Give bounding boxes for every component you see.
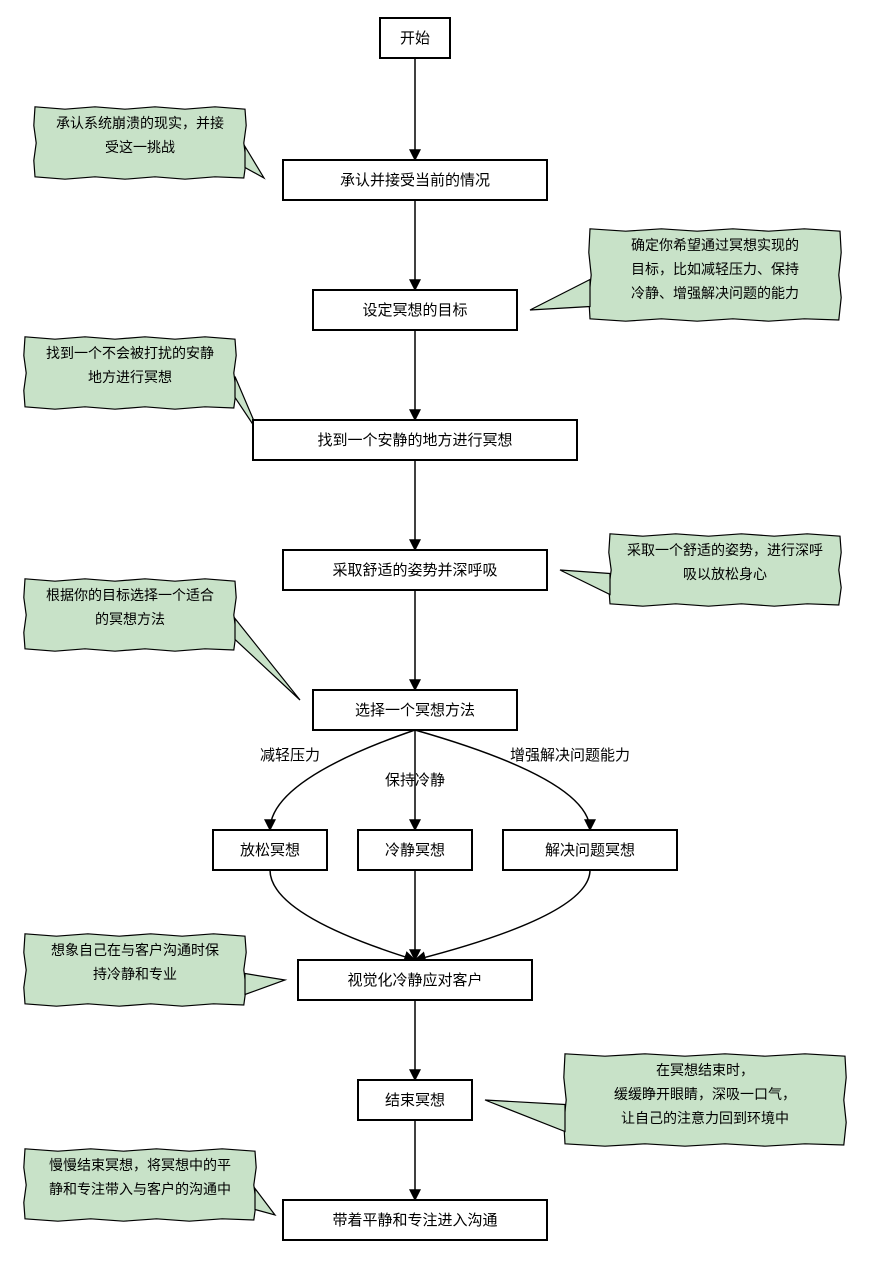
callout-c6: 想象自己在与客户沟通时保持冷静和专业	[24, 934, 285, 1006]
node-label-visual: 视觉化冷静应对客户	[347, 971, 482, 989]
callout-text-c4-1: 吸以放松身心	[683, 566, 767, 582]
edge-label-choose-calm: 保持冷静	[385, 772, 445, 789]
node-solve: 解决问题冥想	[503, 830, 677, 870]
callout-c1: 承认系统崩溃的现实，并接受这一挑战	[34, 107, 264, 179]
callout-text-c3-0: 找到一个不会被打扰的安静	[46, 345, 214, 361]
node-label-accept: 承认并接受当前的情况	[340, 172, 490, 189]
callout-text-c5-1: 的冥想方法	[95, 611, 165, 627]
edge-label-choose-relax: 减轻压力	[260, 747, 320, 764]
callout-text-c6-1: 持冷静和专业	[93, 966, 177, 982]
flowchart: 减轻压力保持冷静 增强解决问题能力 承认系统崩溃的现实，并接受这一挑战确定你希望通过…	[0, 0, 892, 1265]
callout-text-c5-0: 根据你的目标选择一个适合	[46, 587, 214, 603]
edge-label-choose-solve: 增强解决问题能力	[510, 747, 630, 764]
node-enter: 带着平静和专注进入沟通	[283, 1200, 547, 1240]
node-label-relax: 放松冥想	[240, 842, 300, 859]
callout-text-c7-1: 缓缓睁开眼睛，深吸一口气，	[614, 1086, 796, 1102]
callout-c2: 确定你希望通过冥想实现的目标，比如减轻压力、保持冷静、增强解决问题的能力	[530, 229, 841, 321]
callout-text-c6-0: 想象自己在与客户沟通时保	[51, 942, 219, 958]
node-label-start: 开始	[400, 30, 430, 47]
node-posture: 采取舒适的姿势并深呼吸	[283, 550, 547, 590]
edge-relax-visual	[270, 870, 415, 960]
callout-c5: 根据你的目标选择一个适合的冥想方法	[24, 579, 300, 700]
node-accept: 承认并接受当前的情况	[283, 160, 547, 200]
node-relax: 放松冥想	[213, 830, 327, 870]
callout-text-c2-0: 确定你希望通过冥想实现的	[631, 237, 799, 253]
node-label-goal: 设定冥想的目标	[362, 302, 467, 319]
callout-text-c7-2: 让自己的注意力回到环境中	[621, 1110, 789, 1126]
node-choose: 选择一个冥想方法	[313, 690, 517, 730]
node-label-posture: 采取舒适的姿势并深呼吸	[332, 562, 497, 579]
callout-text-c1-1: 受这一挑战	[105, 139, 175, 155]
node-calm: 冷静冥想	[358, 830, 472, 870]
callout-c8: 慢慢结束冥想，将冥想中的平静和专注带入与客户的沟通中	[24, 1149, 275, 1221]
node-label-quiet: 找到一个安静的地方进行冥想	[317, 432, 512, 449]
callout-c7: 在冥想结束时， 缓缓睁开眼睛，深吸一口气， 让自己的注意力回到环境中	[485, 1054, 846, 1146]
node-end: 结束冥想	[358, 1080, 472, 1120]
node-label-calm: 冷静冥想	[385, 842, 445, 859]
node-label-solve: 解决问题冥想	[545, 842, 635, 859]
node-quiet: 找到一个安静的地方进行冥想	[253, 420, 577, 460]
callout-text-c7-0: 在冥想结束时，	[656, 1062, 754, 1078]
callout-text-c2-1: 目标，比如减轻压力、保持	[631, 261, 799, 277]
callout-text-c4-0: 采取一个舒适的姿势，进行深呼	[627, 542, 823, 558]
callout-text-c8-1: 静和专注带入与客户的沟通中	[49, 1181, 231, 1197]
callout-text-c1-0: 承认系统崩溃的现实，并接	[56, 115, 224, 131]
edge-solve-visual	[415, 870, 590, 960]
callout-text-c8-0: 慢慢结束冥想，将冥想中的平	[49, 1157, 231, 1173]
node-label-enter: 带着平静和专注进入沟通	[332, 1212, 497, 1229]
callout-c3: 找到一个不会被打扰的安静地方进行冥想	[24, 337, 260, 435]
node-label-end: 结束冥想	[385, 1092, 445, 1109]
node-label-choose: 选择一个冥想方法	[355, 702, 475, 719]
callout-c4: 采取一个舒适的姿势，进行深呼吸以放松身心	[560, 534, 841, 606]
callout-text-c3-1: 地方进行冥想	[88, 369, 172, 385]
callout-text-c2-2: 冷静、增强解决问题的能力	[631, 285, 799, 301]
node-visual: 视觉化冷静应对客户	[298, 960, 532, 1000]
node-start: 开始	[380, 18, 450, 58]
node-goal: 设定冥想的目标	[313, 290, 517, 330]
